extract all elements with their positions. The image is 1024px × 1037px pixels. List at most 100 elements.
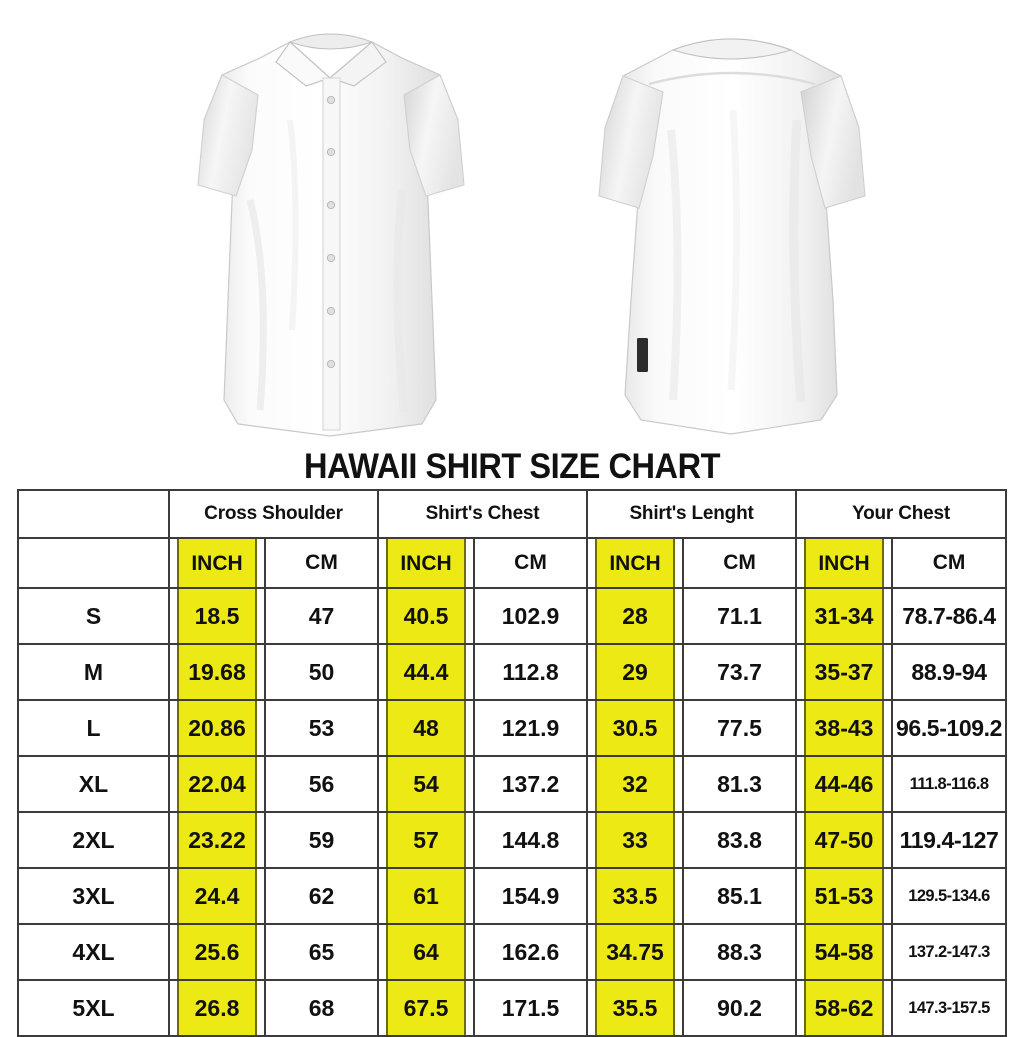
cross-shoulder-cm-cell: 65 <box>263 923 380 981</box>
unit-label: INCH <box>176 539 258 587</box>
shirt-back-view <box>545 0 920 445</box>
shirts-chest-cm-cell: 137.2 <box>473 755 589 813</box>
value: 57 <box>385 813 467 867</box>
value: 30.5 <box>594 701 676 755</box>
shirts-chest-inch-cell: 48 <box>377 699 476 757</box>
shirts-chest-cm-cell: 112.8 <box>473 643 589 701</box>
shirts-length-inch-cell: 34.75 <box>586 923 685 981</box>
cross-shoulder-cm-cell: 47 <box>263 587 380 645</box>
cross-shoulder-cm-cell: 62 <box>263 867 380 925</box>
your-chest-cm-cell: 119.4-127 <box>891 811 1008 869</box>
shirts-chest-inch-cell: 40.5 <box>377 587 476 645</box>
table-row: M 19.68 50 44.4 112.8 29 73.7 35-37 88.9-94 <box>17 643 1008 701</box>
value: 48 <box>385 701 467 755</box>
group-header-shirts-chest: Shirt's Chest <box>377 489 589 539</box>
value: 35.5 <box>594 981 676 1035</box>
unit-cross-shoulder-inch: INCH <box>168 537 266 589</box>
shirts-length-inch-cell: 33 <box>586 811 685 869</box>
chart-title: HAWAII SHIRT SIZE CHART <box>303 447 721 486</box>
value: 32 <box>594 757 676 811</box>
value: 25.6 <box>176 925 258 979</box>
your-chest-cm-cell: 88.9-94 <box>891 643 1008 701</box>
shirts-length-inch-cell: 29 <box>586 643 685 701</box>
shirts-length-inch-cell: 35.5 <box>586 979 685 1037</box>
size-label-cell: 5XL <box>17 979 170 1037</box>
value: 23.22 <box>176 813 258 867</box>
size-label-cell: L <box>17 699 170 757</box>
value: 54-58 <box>803 925 885 979</box>
shirts-chest-cm-cell: 144.8 <box>473 811 589 869</box>
your-chest-cm-cell: 147.3-157.5 <box>891 979 1008 1037</box>
size-label-cell: 3XL <box>17 867 170 925</box>
shirts-length-cm-cell: 77.5 <box>682 699 798 757</box>
shirts-length-cm-cell: 81.3 <box>682 755 798 813</box>
value: 40.5 <box>385 589 467 643</box>
your-chest-inch-cell: 54-58 <box>795 923 894 981</box>
cross-shoulder-inch-cell: 20.86 <box>168 699 266 757</box>
shirts-chest-inch-cell: 44.4 <box>377 643 476 701</box>
size-label-cell: S <box>17 587 170 645</box>
cross-shoulder-cm-cell: 59 <box>263 811 380 869</box>
table-row: 2XL 23.22 59 57 144.8 33 83.8 47-50 119.4-127 <box>17 811 1008 869</box>
your-chest-cm-cell: 137.2-147.3 <box>891 923 1008 981</box>
shirts-length-cm-cell: 71.1 <box>682 587 798 645</box>
value: 34.75 <box>594 925 676 979</box>
your-chest-cm-cell: 78.7-86.4 <box>891 587 1008 645</box>
size-label-cell: 4XL <box>17 923 170 981</box>
shirts-length-cm-cell: 88.3 <box>682 923 798 981</box>
shirts-chest-cm-cell: 162.6 <box>473 923 589 981</box>
group-header-your-chest: Your Chest <box>795 489 1008 539</box>
size-chart-table: Cross Shoulder Shirt's Chest Shirt's Len… <box>17 489 1008 1037</box>
shirts-chest-cm-cell: 102.9 <box>473 587 589 645</box>
cross-shoulder-inch-cell: 25.6 <box>168 923 266 981</box>
value: 61 <box>385 869 467 923</box>
cross-shoulder-cm-cell: 56 <box>263 755 380 813</box>
value: 44.4 <box>385 645 467 699</box>
table-row: S 18.5 47 40.5 102.9 28 71.1 31-34 78.7-86.4 <box>17 587 1008 645</box>
value: 22.04 <box>176 757 258 811</box>
unit-header-row: INCH CM INCH CM INCH CM INCH CM <box>17 537 1008 589</box>
unit-shirts-chest-cm: CM <box>473 537 589 589</box>
table-row: 3XL 24.4 62 61 154.9 33.5 85.1 51-53 129.5-134.6 <box>17 867 1008 925</box>
value: 47-50 <box>803 813 885 867</box>
cross-shoulder-inch-cell: 24.4 <box>168 867 266 925</box>
cross-shoulder-inch-cell: 22.04 <box>168 755 266 813</box>
value: 33 <box>594 813 676 867</box>
cross-shoulder-inch-cell: 23.22 <box>168 811 266 869</box>
unit-corner-cell <box>17 537 170 589</box>
unit-cross-shoulder-cm: CM <box>263 537 380 589</box>
your-chest-inch-cell: 31-34 <box>795 587 894 645</box>
unit-your-chest-cm: CM <box>891 537 1008 589</box>
value: 64 <box>385 925 467 979</box>
table-row: XL 22.04 56 54 137.2 32 81.3 44-46 111.8-116.8 <box>17 755 1008 813</box>
value: 20.86 <box>176 701 258 755</box>
value: 18.5 <box>176 589 258 643</box>
value: 38-43 <box>803 701 885 755</box>
cross-shoulder-cm-cell: 50 <box>263 643 380 701</box>
value: 33.5 <box>594 869 676 923</box>
your-chest-cm-cell: 111.8-116.8 <box>891 755 1008 813</box>
size-label-cell: XL <box>17 755 170 813</box>
size-label-cell: 2XL <box>17 811 170 869</box>
your-chest-cm-cell: 129.5-134.6 <box>891 867 1008 925</box>
shirts-chest-inch-cell: 61 <box>377 867 476 925</box>
cross-shoulder-cm-cell: 53 <box>263 699 380 757</box>
shirts-chest-cm-cell: 121.9 <box>473 699 589 757</box>
your-chest-inch-cell: 51-53 <box>795 867 894 925</box>
value: 35-37 <box>803 645 885 699</box>
shirts-chest-cm-cell: 154.9 <box>473 867 589 925</box>
shirts-length-cm-cell: 85.1 <box>682 867 798 925</box>
shirt-front-view <box>140 0 520 445</box>
unit-label: INCH <box>385 539 467 587</box>
shirts-length-inch-cell: 30.5 <box>586 699 685 757</box>
shirts-chest-inch-cell: 54 <box>377 755 476 813</box>
shirts-length-inch-cell: 32 <box>586 755 685 813</box>
your-chest-inch-cell: 58-62 <box>795 979 894 1037</box>
your-chest-inch-cell: 44-46 <box>795 755 894 813</box>
table-row: L 20.86 53 48 121.9 30.5 77.5 38-43 96.5-109.2 <box>17 699 1008 757</box>
shirts-chest-inch-cell: 67.5 <box>377 979 476 1037</box>
cross-shoulder-inch-cell: 18.5 <box>168 587 266 645</box>
your-chest-inch-cell: 47-50 <box>795 811 894 869</box>
size-chart-container: Cross Shoulder Shirt's Chest Shirt's Len… <box>17 489 1008 1037</box>
unit-label: INCH <box>803 539 885 587</box>
